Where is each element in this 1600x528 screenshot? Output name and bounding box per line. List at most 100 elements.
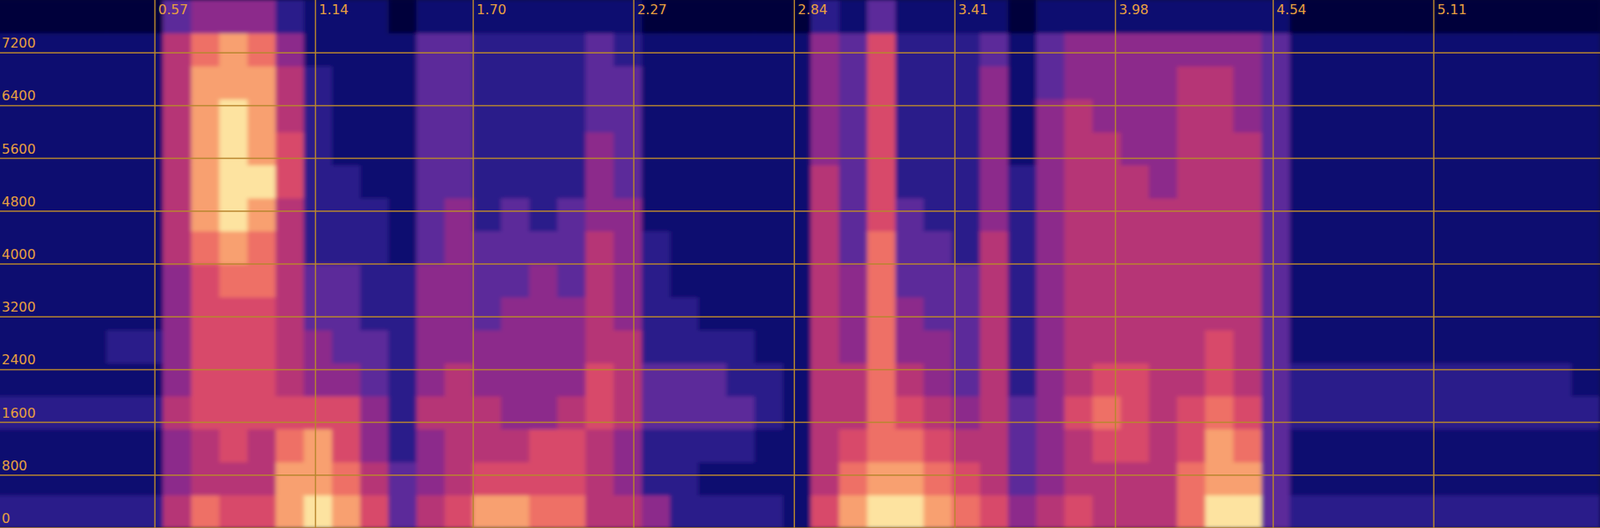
cell <box>1008 132 1038 167</box>
cell <box>500 66 530 101</box>
cell <box>473 396 503 431</box>
cell <box>669 66 699 101</box>
cell <box>557 396 587 431</box>
cell <box>1092 264 1122 299</box>
cell <box>107 0 137 34</box>
cell <box>1148 396 1178 431</box>
cell <box>923 98 953 133</box>
cell <box>1177 362 1207 398</box>
cell <box>163 494 193 528</box>
cell <box>866 494 897 528</box>
cell <box>1487 462 1517 497</box>
cell <box>1402 264 1432 299</box>
cell <box>1318 428 1348 464</box>
spectrogram: 0.571.141.702.272.843.413.984.545.110800… <box>0 0 1600 528</box>
cell <box>191 132 221 167</box>
cell <box>1177 230 1207 265</box>
cell <box>923 0 953 34</box>
cell <box>1487 494 1517 528</box>
cell <box>1148 296 1178 332</box>
cell <box>134 164 164 199</box>
cell <box>1374 66 1404 101</box>
cell <box>698 396 728 431</box>
cell <box>1458 98 1488 133</box>
cell <box>50 462 80 497</box>
cell <box>1121 164 1151 199</box>
cell <box>303 264 333 299</box>
cell <box>1402 32 1432 67</box>
cell <box>247 264 277 299</box>
cell <box>500 296 530 332</box>
cell <box>529 132 559 167</box>
cell <box>21 264 51 299</box>
cell <box>866 296 897 332</box>
cell <box>50 428 80 464</box>
cell <box>1571 462 1600 497</box>
cell <box>895 264 925 299</box>
cell <box>107 296 137 332</box>
cell <box>642 164 672 199</box>
cell <box>416 396 446 431</box>
cell <box>78 396 108 431</box>
cell <box>782 396 812 431</box>
cell <box>895 396 925 431</box>
cell <box>1543 198 1573 233</box>
cell <box>1036 66 1066 101</box>
cell <box>726 0 756 34</box>
cell <box>1036 330 1066 365</box>
cell <box>979 132 1009 167</box>
cell <box>78 296 108 332</box>
cell <box>1205 428 1235 464</box>
cell <box>1402 198 1432 233</box>
cell <box>1261 98 1291 133</box>
cell <box>1374 32 1404 67</box>
cell <box>331 330 362 365</box>
cell <box>1514 396 1544 431</box>
cell <box>1289 362 1320 398</box>
cell <box>1374 198 1404 233</box>
cell <box>219 132 249 167</box>
cell <box>726 132 756 167</box>
cell <box>1514 330 1544 365</box>
cell <box>839 330 869 365</box>
cell <box>951 66 981 101</box>
cell <box>1064 230 1094 265</box>
x-tick-label: 5.11 <box>1436 1 1468 18</box>
cell <box>782 198 812 233</box>
cell <box>1064 164 1094 199</box>
cell <box>1318 198 1348 233</box>
cell <box>1177 66 1207 101</box>
cell <box>726 296 756 332</box>
cell <box>275 164 306 199</box>
cell <box>388 32 418 67</box>
cell <box>1487 132 1517 167</box>
cell <box>303 362 333 398</box>
cell <box>698 428 728 464</box>
cell <box>388 164 418 199</box>
cell <box>1121 330 1151 365</box>
cell <box>1345 98 1376 133</box>
cell <box>726 198 756 233</box>
cell <box>191 264 221 299</box>
cell <box>473 296 503 332</box>
cell <box>642 330 672 365</box>
cell <box>866 164 897 199</box>
cell <box>669 98 699 133</box>
cell <box>1571 164 1600 199</box>
cell <box>275 230 306 265</box>
cell <box>839 264 869 299</box>
cell <box>585 230 615 265</box>
cell <box>1543 164 1573 199</box>
cell <box>1233 0 1263 34</box>
cell <box>1064 362 1094 398</box>
cell <box>191 98 221 133</box>
cell <box>839 296 869 332</box>
cell <box>866 428 897 464</box>
cell <box>698 296 728 332</box>
cell <box>642 66 672 101</box>
cell <box>388 264 418 299</box>
cell <box>557 132 587 167</box>
cell <box>895 296 925 332</box>
y-tick-label: 5600 <box>1 141 36 158</box>
cell <box>275 32 306 67</box>
